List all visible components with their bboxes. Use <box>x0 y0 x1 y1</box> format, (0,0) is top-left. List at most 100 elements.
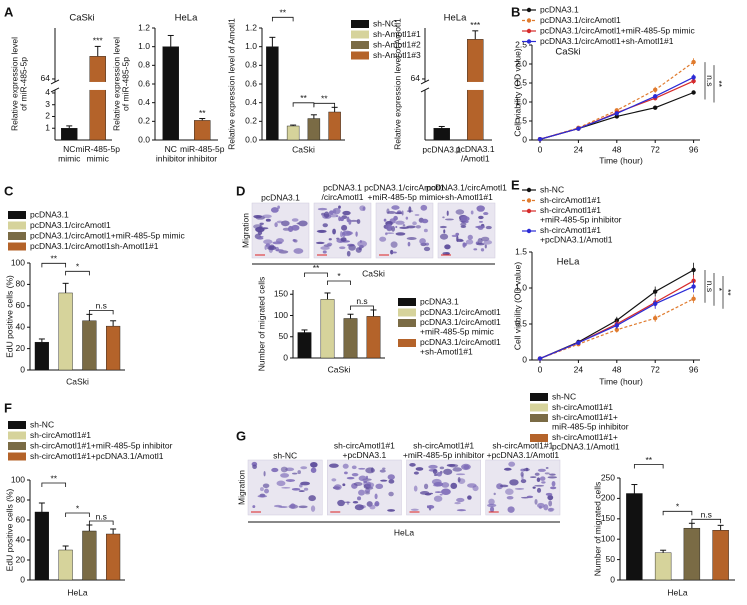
cell-blob <box>391 225 396 232</box>
significance-label: n.s <box>705 281 715 292</box>
cell-blob <box>341 224 348 231</box>
y-axis-label: Number of migrated cells <box>256 277 266 371</box>
cell-blob <box>342 210 351 216</box>
x-tick-label: 96 <box>689 144 699 154</box>
y-axis-label: Relative expression levelof miR-485-5p <box>10 37 29 131</box>
cell-blob <box>357 240 368 248</box>
y-tick-label: 0.2 <box>138 116 150 126</box>
y-tick-label: 2.5 <box>515 39 527 49</box>
legend-swatch <box>398 319 416 327</box>
legend-label: sh-NC <box>30 419 54 429</box>
image-label: sh-circAmotl1#1 +pcDNA3.1/Amotl1 <box>487 441 560 460</box>
cell-blob <box>475 225 486 229</box>
cell-blob <box>274 222 278 228</box>
bar <box>58 549 73 581</box>
y-tick-label: 0 <box>522 354 527 364</box>
panel-letter: G <box>236 428 246 443</box>
cell-blob <box>364 488 371 493</box>
cell-blob <box>456 509 467 512</box>
bar <box>194 120 211 141</box>
cell-blob <box>484 244 487 249</box>
cell-blob <box>363 480 368 483</box>
cell-blob <box>423 228 428 233</box>
legend-swatch <box>530 434 548 442</box>
cell-blob <box>520 471 524 477</box>
bar <box>89 56 106 141</box>
x-axis-label: Time (hour) <box>599 155 643 165</box>
legend-label: pcDNA3.1/circAmotl1 <box>30 220 111 230</box>
cell-blob <box>316 230 326 233</box>
panel-letter: A <box>4 4 14 19</box>
legend-swatch <box>8 221 26 230</box>
cell-blob <box>270 207 279 213</box>
y-tick-label: 1.5 <box>515 77 527 87</box>
cell-blob <box>467 234 473 240</box>
bar <box>82 320 97 371</box>
bar <box>366 316 381 359</box>
cell-blob <box>340 237 347 242</box>
cell-blob <box>446 210 449 216</box>
cell-blob <box>344 501 351 504</box>
cell-blob <box>470 210 474 215</box>
cell-blob <box>310 505 316 512</box>
image-label: sh-circAmotl1#1 +miR-485-5p inhibitor <box>403 441 485 460</box>
y-tick-label: 1.2 <box>138 22 150 32</box>
chart-title: CaSki <box>69 13 94 24</box>
cell-blob <box>281 220 290 227</box>
y-tick-label: 0 <box>522 134 527 144</box>
significance-bracket <box>271 16 294 22</box>
y-tick-label: 50 <box>279 331 289 341</box>
cell-blob <box>432 469 438 475</box>
cell-blob <box>308 495 316 502</box>
cell-blob <box>536 477 541 483</box>
significance-label: n.s <box>701 510 712 520</box>
panel-letter: D <box>236 183 245 198</box>
cell-blob <box>380 479 388 482</box>
legend-swatch <box>398 339 416 347</box>
legend-label: sh-NC <box>552 391 576 401</box>
y-tick-label: 100 <box>11 474 25 484</box>
cell-blob <box>523 467 530 472</box>
legend-label: pcDNA3.1 <box>540 4 579 14</box>
point <box>691 284 696 289</box>
significance-bracket <box>292 102 315 107</box>
cell-blob <box>374 493 378 500</box>
cell-blob <box>257 494 268 498</box>
x-tick-label: pcDNA3.1 <box>422 144 461 154</box>
y-tick-label: 0.0 <box>245 134 257 144</box>
significance-bracket <box>662 510 693 516</box>
cell-blob <box>293 248 304 254</box>
x-tick-label: HeLa <box>67 587 88 597</box>
cell-blob <box>487 503 497 508</box>
cell-blob <box>280 473 290 478</box>
point <box>691 75 696 80</box>
cell-blob <box>444 244 451 250</box>
cell-blob <box>406 225 416 229</box>
point <box>691 296 696 301</box>
cell-blob <box>315 241 325 245</box>
cell-blob <box>439 225 447 229</box>
significance-bracket <box>41 262 67 268</box>
cell-blob <box>252 505 256 509</box>
cell-blob <box>415 467 424 471</box>
cell-blob <box>547 476 558 479</box>
x-tick-label: 24 <box>574 144 584 154</box>
cell-blob <box>465 239 474 245</box>
cell-blob <box>346 250 351 257</box>
cell-blob <box>483 212 489 216</box>
point <box>614 114 619 119</box>
y-axis-label: Relative expression levelof miR-485-5p <box>112 37 131 131</box>
cell-blob <box>277 205 280 209</box>
cell-blob <box>339 246 346 250</box>
significance-label: ** <box>313 263 320 273</box>
cell-blob <box>445 218 454 221</box>
cell-blob <box>317 207 328 211</box>
cell-blob <box>379 236 387 242</box>
point <box>614 318 619 323</box>
legend-swatch <box>8 452 26 461</box>
legend-label: pcDNA3.1/circAmotl1+miR-485-5p mimic <box>540 25 695 35</box>
cell-blob <box>346 476 355 480</box>
cell-blob <box>320 246 330 250</box>
cell-blob <box>357 496 362 501</box>
